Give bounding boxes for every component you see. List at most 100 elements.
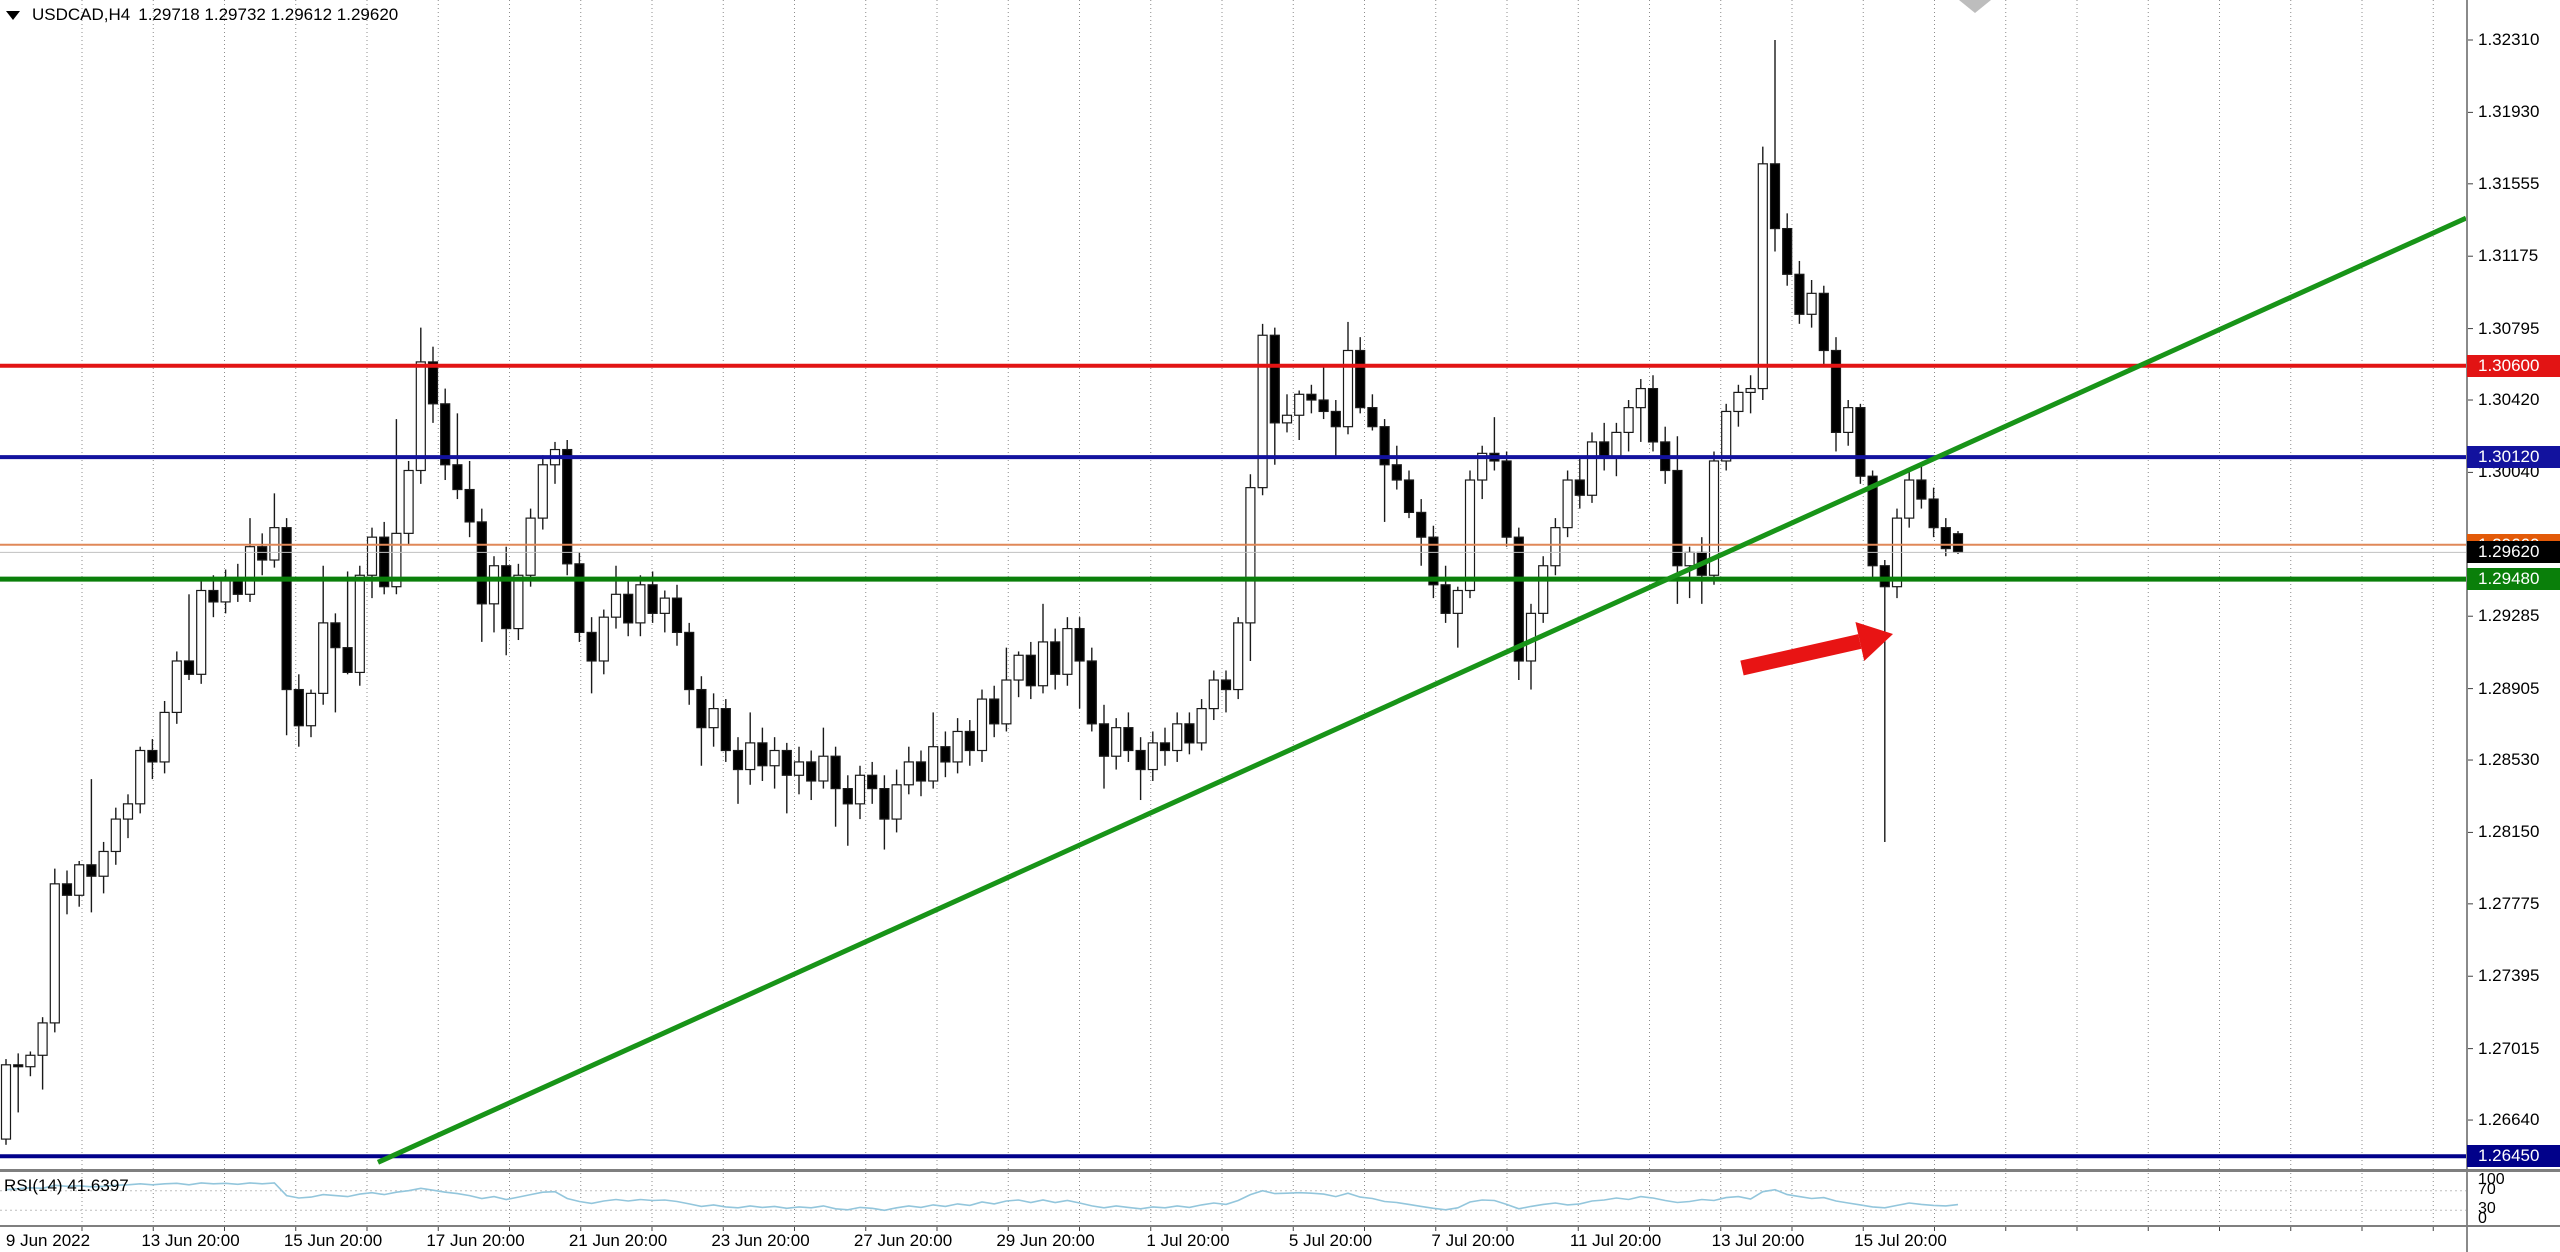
candle-bullish (1342, 349, 1354, 428)
candle-bullish (513, 574, 524, 630)
candle-bearish (806, 761, 817, 782)
candle-bearish (915, 761, 927, 782)
candle-bearish (1050, 641, 1061, 675)
candle-bullish (1281, 414, 1293, 424)
candle-bearish (452, 464, 463, 491)
candle-bearish (1220, 679, 1232, 691)
candle-bullish (818, 755, 829, 782)
candle-bullish (135, 749, 146, 805)
candle-bullish (1757, 163, 1768, 390)
candle-bullish (1721, 410, 1732, 462)
price-axis-label: 1.32310 (2478, 30, 2540, 49)
candle-bearish (1513, 536, 1524, 662)
candle-bullish (0, 1064, 12, 1140)
candle-bearish (1123, 727, 1134, 752)
candle-bearish (1159, 742, 1171, 752)
candle-bullish (1452, 589, 1463, 614)
candle-bearish (1952, 533, 1964, 554)
candle-bearish (562, 448, 573, 565)
candle-bearish (1672, 469, 1683, 567)
candle-bearish (501, 565, 512, 630)
candle-bullish (891, 784, 902, 820)
candle-bearish (1379, 426, 1390, 466)
candle-bearish (293, 688, 304, 727)
candle-bullish (769, 749, 780, 767)
candle-bullish (903, 761, 914, 786)
candle-bearish (1330, 410, 1341, 428)
candle-bullish (415, 361, 426, 472)
candle-bearish (842, 788, 853, 805)
candle-bearish (1818, 292, 1829, 352)
chart-shift-marker-icon[interactable] (1959, 0, 1991, 13)
candle-bearish (1867, 475, 1878, 567)
candle-bullish (1062, 627, 1073, 675)
candle-bearish (61, 883, 73, 896)
candle-bearish (1403, 479, 1415, 514)
candle-bullish (854, 774, 866, 805)
candle-bullish (1464, 479, 1476, 592)
candle-bearish (342, 647, 353, 674)
candle-bearish (1830, 349, 1842, 433)
candle-bearish (86, 864, 97, 877)
ohlc-quote-values: 1.29718 1.29732 1.29612 1.29620 (138, 5, 399, 24)
candle-bearish (1599, 441, 1610, 458)
candle-bullish (171, 660, 182, 714)
time-axis-border (0, 1225, 2560, 1227)
candle-bullish (1806, 292, 1817, 315)
candle-bullish (25, 1054, 36, 1068)
candle-bullish (1684, 551, 1695, 567)
candle-bullish (1843, 407, 1854, 433)
candle-bullish (220, 578, 231, 603)
candle-bullish (928, 746, 939, 782)
annotation-arrow-shaft[interactable] (1740, 634, 1862, 676)
candle-bullish (659, 597, 670, 614)
symbol-dropdown-icon[interactable] (6, 10, 20, 20)
time-axis-label: 9 Jun 2022 (5, 1231, 91, 1250)
candle-bearish (208, 589, 219, 603)
price-axis-label: 1.27775 (2478, 893, 2540, 913)
time-axis-label: 21 Jun 20:00 (568, 1231, 668, 1250)
time-axis-label: 11 Jul 20:00 (1569, 1231, 1662, 1250)
candle-bearish (1184, 723, 1195, 744)
price-axis-border (2466, 0, 2468, 1252)
candle-bullish (525, 517, 536, 576)
candle-bearish (257, 546, 268, 561)
candle-bearish (1855, 407, 1866, 477)
price-axis-label: 1.30795 (2478, 318, 2540, 338)
indicator-pane-separator[interactable] (0, 1169, 2560, 1172)
candle-bearish (781, 749, 792, 776)
candle-bullish (1001, 679, 1012, 725)
candle-bullish (1708, 460, 1720, 576)
rsi-line (5, 1182, 1959, 1212)
candle-bullish (1550, 527, 1561, 567)
candle-bullish (1745, 387, 1756, 393)
candle-bearish (574, 563, 585, 634)
price-axis-label: 1.27395 (2478, 966, 2540, 986)
candle-bearish (1916, 479, 1927, 500)
price-axis-label: 1.30420 (2478, 390, 2540, 410)
candle-bullish (98, 850, 109, 877)
candle-bullish (159, 711, 170, 763)
candle-bearish (1367, 407, 1378, 428)
candle-bearish (1574, 479, 1585, 496)
rsi-scale-label-30: 30 (2478, 1200, 2496, 1217)
candle-bearish (1306, 393, 1317, 401)
price-axis-label: 1.31555 (2478, 173, 2540, 193)
annotation-arrow-head[interactable] (1855, 621, 1893, 661)
candle-bearish (623, 593, 634, 624)
candle-bullish (37, 1022, 48, 1056)
candle-bearish (476, 521, 487, 605)
candle-bullish (1257, 334, 1268, 489)
candle-bullish (598, 616, 609, 662)
candle-bearish (330, 622, 341, 649)
candle-bearish (1391, 464, 1402, 481)
candle-bearish (647, 584, 658, 614)
trendline[interactable] (376, 215, 2468, 1165)
candle-bearish (464, 488, 475, 523)
candle-bearish (1428, 536, 1439, 586)
candle-bullish (610, 593, 622, 618)
candle-bullish (976, 698, 988, 752)
candle-bearish (732, 749, 744, 771)
